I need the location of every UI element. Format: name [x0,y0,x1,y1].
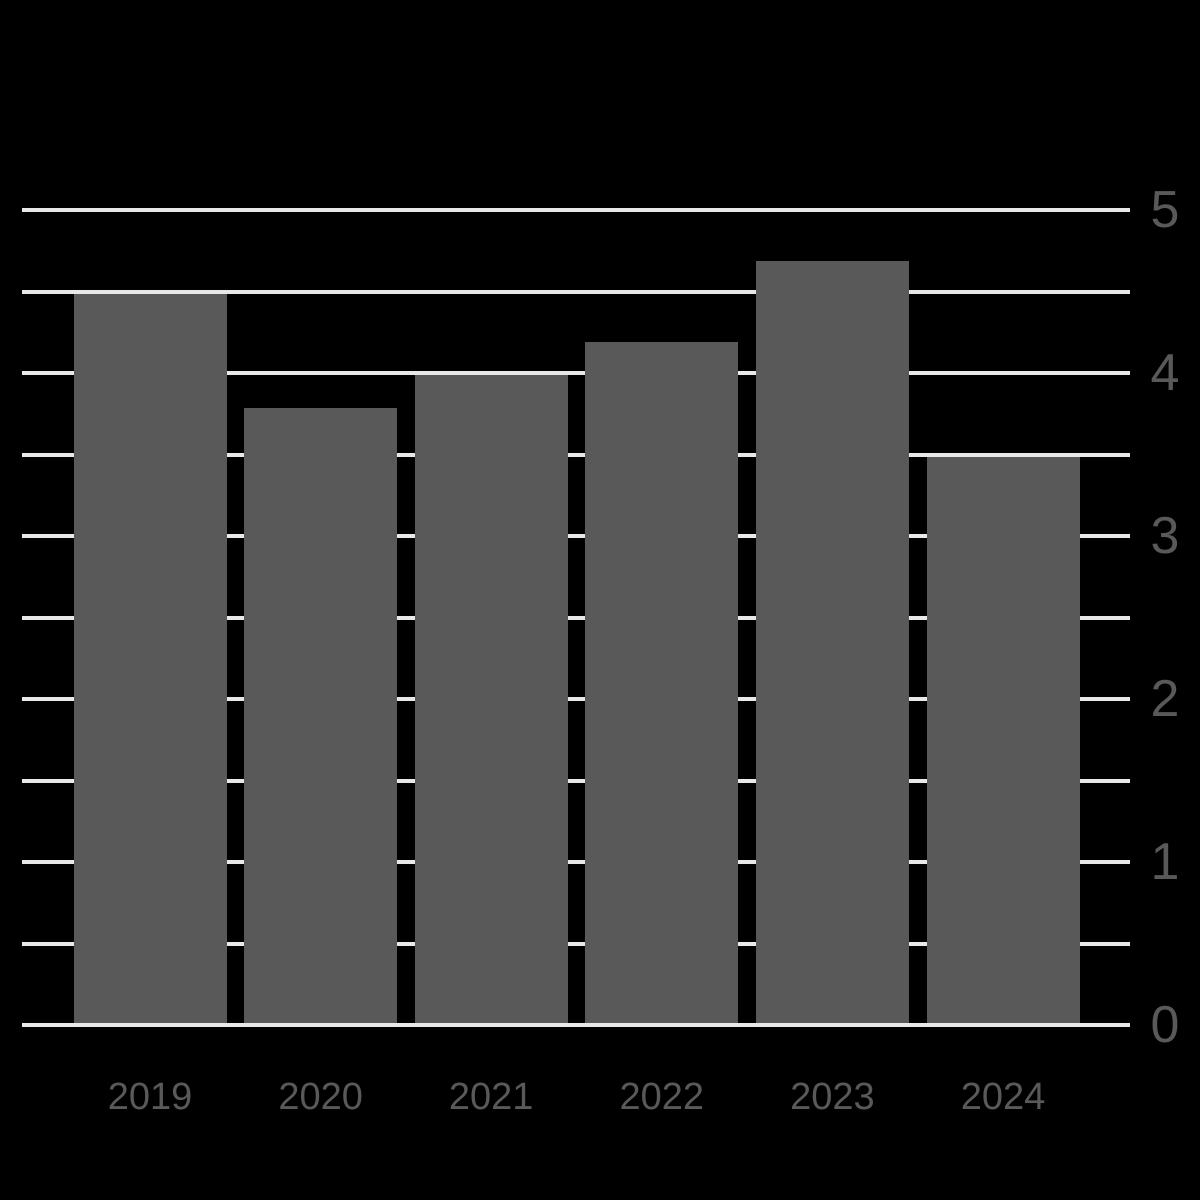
gridline [22,452,1130,457]
x-axis-tick-label: 2021 [448,1076,534,1118]
bar-2022 [585,342,739,1023]
gridline [22,289,1130,294]
bar-2020 [244,407,398,1023]
y-axis-tick-label: 1 [1150,833,1180,891]
bar-2023 [755,260,909,1023]
y-axis-tick-label: 5 [1150,181,1180,239]
x-axis-tick-label: 2024 [960,1076,1046,1118]
gridline [22,941,1130,946]
y-axis-tick-label: 3 [1150,507,1180,565]
y-axis-tick-label: 2 [1150,670,1180,728]
x-axis-tick-label: 2019 [107,1076,193,1118]
gridline [22,697,1130,701]
gridline [22,371,1130,375]
x-axis-tick-label: 2023 [790,1076,875,1118]
gridline [22,534,1130,538]
y-axis-tick-label: 4 [1150,344,1180,402]
gridline [22,208,1130,212]
gridline [22,1023,1130,1027]
gridline [22,778,1130,783]
bar-2019 [73,293,227,1023]
gridline [22,860,1130,864]
bar-2021 [414,375,568,1023]
bar-2024 [926,456,1080,1023]
x-axis-tick-label: 2020 [278,1076,363,1118]
y-axis-tick-label: 0 [1150,996,1180,1054]
gridline [22,615,1130,620]
x-axis-tick-label: 2022 [619,1076,705,1118]
